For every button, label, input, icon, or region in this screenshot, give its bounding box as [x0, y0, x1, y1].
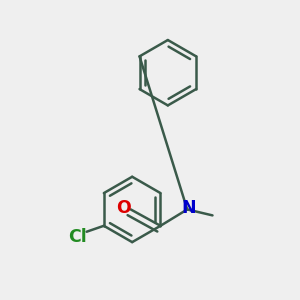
Text: N: N [182, 199, 196, 217]
Text: Cl: Cl [68, 228, 87, 246]
Text: O: O [116, 199, 131, 217]
